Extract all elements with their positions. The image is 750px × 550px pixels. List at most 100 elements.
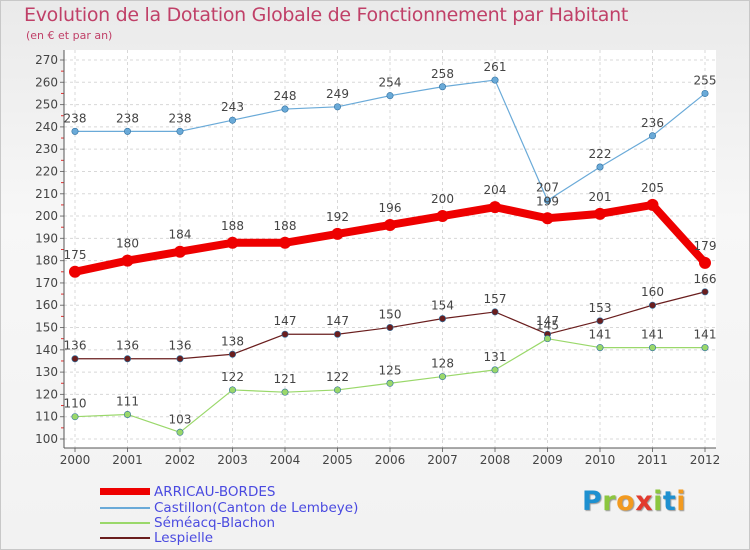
data-point [333,330,341,338]
logo-letter: t [662,486,677,517]
legend-swatch-lespielle [100,537,150,539]
y-tick-label: 140 [35,343,58,357]
y-tick-label: 240 [35,120,58,134]
data-point [596,163,604,171]
logo-letter: r [602,486,617,517]
legend-label-arricau-bordes: ARRICAU-BORDES [154,484,276,500]
data-label: 121 [274,372,297,386]
logo-letter: x [635,486,654,517]
y-tick-label: 190 [35,231,58,245]
data-point [543,196,551,204]
data-point [176,355,184,363]
y-tick-label: 230 [35,142,58,156]
data-label: 199 [536,194,559,208]
y-tick-label: 250 [35,98,58,112]
data-point [489,201,501,214]
data-point [281,105,289,113]
data-point [491,366,499,374]
data-point [594,207,606,220]
data-point [71,413,79,421]
y-tick-label: 210 [35,187,58,201]
data-point [699,256,711,269]
x-tick-label: 2005 [322,453,353,467]
data-label: 111 [116,394,139,408]
data-point [229,116,237,124]
x-tick-label: 2003 [217,453,248,467]
data-label: 147 [326,314,349,328]
data-label: 150 [379,308,402,322]
y-tick-label: 100 [35,432,58,446]
data-label: 136 [64,339,87,353]
data-label: 222 [589,147,612,161]
y-tick-label: 130 [35,365,58,379]
data-point [646,198,659,211]
x-tick-label: 2000 [60,453,91,467]
y-tick-label: 270 [35,53,58,67]
data-label: 175 [64,248,87,262]
data-label: 136 [169,339,192,353]
data-label: 154 [431,299,454,313]
data-label: 103 [169,412,192,426]
data-point [124,127,132,135]
data-point [333,103,341,111]
y-tick-label: 160 [35,298,58,312]
data-label: 180 [116,237,139,251]
data-point [174,245,186,258]
data-point [438,83,446,91]
data-label: 201 [589,190,612,204]
data-point [701,89,709,97]
data-point [386,324,394,332]
proxiti-logo: Proxiti [582,486,686,517]
y-tick-label: 180 [35,254,58,268]
data-label: 243 [221,100,244,114]
legend-swatch-castillon [100,507,150,509]
x-tick-label: 2009 [532,453,563,467]
data-point [229,386,237,394]
data-label: 179 [694,239,717,253]
x-tick-label: 2008 [480,453,511,467]
x-tick-label: 2010 [585,453,616,467]
x-tick-label: 2006 [375,453,406,467]
data-point [438,315,446,323]
data-point [386,379,394,387]
data-label: 248 [274,89,297,103]
data-label: 138 [221,334,244,348]
data-label: 147 [536,314,559,328]
data-point [648,301,656,309]
data-point [386,92,394,100]
x-tick-label: 2007 [427,453,458,467]
data-label: 200 [431,192,454,206]
data-label: 153 [589,301,612,315]
data-label: 160 [641,285,664,299]
legend-swatch-arricau-bordes [100,488,150,495]
data-label: 122 [326,370,349,384]
data-point [279,236,291,249]
data-label: 192 [326,210,349,224]
data-point [71,355,79,363]
data-point [384,218,396,231]
data-label: 128 [431,357,454,371]
logo-letter: i [676,486,687,517]
data-label: 145 [536,319,559,333]
y-tick-label: 200 [35,209,58,223]
x-tick-label: 2002 [165,453,196,467]
data-point [176,127,184,135]
data-point [69,265,81,278]
data-point [596,344,604,352]
data-point [648,132,656,140]
data-label: 147 [274,314,297,328]
data-label: 205 [641,181,664,195]
data-label: 238 [116,111,139,125]
data-point [71,127,79,135]
data-label: 238 [169,111,192,125]
data-label: 136 [116,339,139,353]
data-label: 207 [536,180,559,194]
logo-letter: o [616,486,636,517]
data-point [648,344,656,352]
legend-swatch-semeacq-blachon [100,522,150,524]
data-label: 141 [589,328,612,342]
data-point [701,344,709,352]
data-point [226,236,239,249]
data-point [121,254,134,267]
